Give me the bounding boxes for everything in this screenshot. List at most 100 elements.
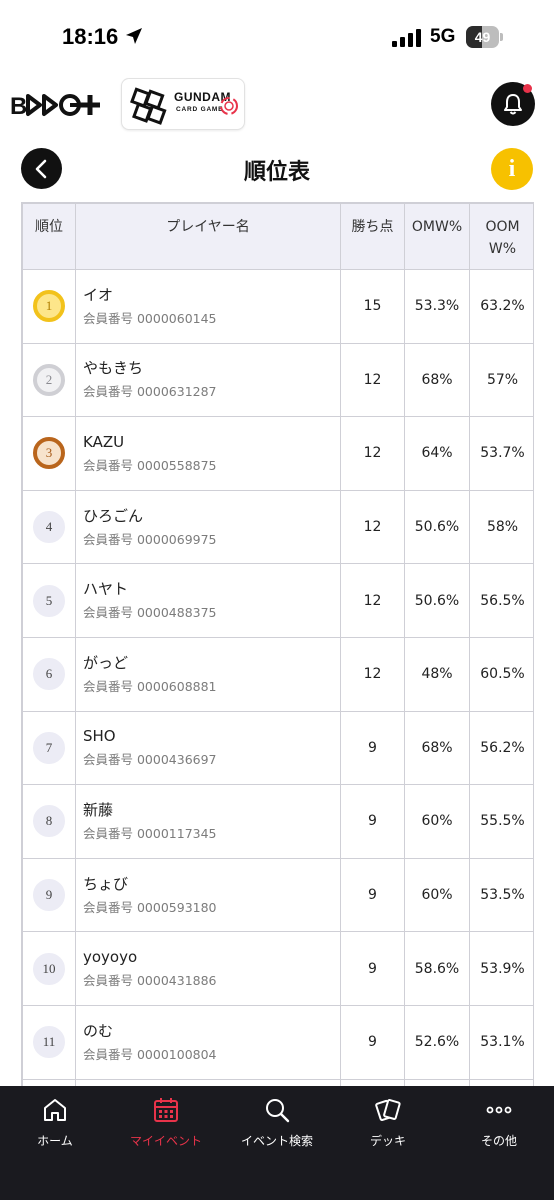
oomw-cell: 53.1% <box>469 1004 533 1080</box>
app-header: B GUNDAM CARD GAME <box>0 76 554 136</box>
info-button[interactable]: i <box>491 148 533 190</box>
oomw-cell: 56.5% <box>469 563 533 638</box>
nav-home[interactable]: ホーム <box>0 1096 110 1156</box>
gundam-emblem-icon <box>130 87 167 125</box>
player-cell: SHO 会員番号 0000436697 <box>75 710 341 786</box>
points-cell: 9 <box>340 710 405 786</box>
player-name: やもきち <box>83 359 144 378</box>
oomw-cell: 53.9% <box>469 931 533 1006</box>
table-row[interactable]: 3 KAZU 会員番号 0000558875 12 64% 53.7% <box>22 416 533 491</box>
table-row[interactable]: 6 がっど 会員番号 0000608881 12 48% 60.5% <box>22 636 533 712</box>
player-name: yoyoyo <box>83 948 138 967</box>
notification-dot <box>523 84 532 93</box>
table-row[interactable]: 5 ハヤト 会員番号 0000488375 12 50.6% 56.5% <box>22 563 533 638</box>
bell-icon <box>504 94 522 115</box>
table-row[interactable]: 10 yoyoyo 会員番号 0000431886 9 58.6% 53.9% <box>22 931 533 1006</box>
omw-cell: 53.3% <box>404 269 470 344</box>
table-row[interactable]: 2 やもきち 会員番号 0000631287 12 68% 57% <box>22 342 533 418</box>
points-cell: 12 <box>340 563 405 638</box>
table-row[interactable]: 7 SHO 会員番号 0000436697 9 68% 56.2% <box>22 710 533 786</box>
status-bar: 18:16 5G 49 <box>0 0 554 76</box>
header-omw: OMW% <box>404 203 470 270</box>
info-icon: i <box>508 156 516 182</box>
rank-badge: 1 <box>33 290 65 323</box>
signal-icon <box>392 29 421 47</box>
table-row[interactable]: 9 ちょび 会員番号 0000593180 9 60% 53.5% <box>22 857 533 933</box>
player-cell: 新藤 会員番号 0000117345 <box>75 784 341 859</box>
cards-icon <box>375 1099 401 1122</box>
nav-more[interactable]: その他 <box>444 1096 554 1156</box>
back-button[interactable] <box>21 148 62 189</box>
nav-home-label: ホーム <box>37 1134 73 1148</box>
points-cell: 9 <box>340 931 405 1006</box>
oomw-cell: 55.5% <box>469 784 533 859</box>
rank-cell: 10 <box>22 931 76 1006</box>
header-player: プレイヤー名 <box>75 203 341 270</box>
nav-event-search-label: イベント検索 <box>240 1134 313 1148</box>
rank-cell: 3 <box>22 416 76 491</box>
nav-event-search[interactable]: イベント検索 <box>222 1096 332 1156</box>
nav-deck-label: デッキ <box>369 1134 406 1148</box>
member-number: 会員番号 0000117345 <box>83 825 217 841</box>
swirl-icon <box>220 97 238 115</box>
rank-cell: 8 <box>22 784 76 859</box>
table-row[interactable]: 4 ひろごん 会員番号 0000069975 12 50.6% 58% <box>22 489 533 565</box>
rank-cell: 2 <box>22 342 76 418</box>
bottom-nav: ホーム マイイベント イベント検索 デッキ その他 <box>0 1086 554 1200</box>
rank-cell: 1 <box>22 269 76 344</box>
header-rank: 順位 <box>22 203 76 270</box>
omw-cell: 52.6% <box>404 1004 470 1080</box>
omw-cell: 58.6% <box>404 931 470 1006</box>
omw-cell: 68% <box>404 342 470 418</box>
player-cell: yoyoyo 会員番号 0000431886 <box>75 931 341 1006</box>
nav-my-events[interactable]: マイイベント <box>111 1096 221 1156</box>
oomw-cell: 60.5% <box>469 636 533 712</box>
table-row[interactable]: 8 新藤 会員番号 0000117345 9 60% 55.5% <box>22 784 533 859</box>
rank-badge: 7 <box>33 731 65 764</box>
table-row[interactable]: 1 イオ 会員番号 0000060145 15 53.3% 63.2% <box>22 269 533 344</box>
member-number: 会員番号 0000436697 <box>83 752 217 768</box>
rank-cell: 4 <box>22 489 76 565</box>
player-name: ちょび <box>83 874 129 893</box>
points-cell: 15 <box>340 269 405 344</box>
omw-cell: 60% <box>404 784 470 859</box>
battery-fill <box>466 26 483 48</box>
member-number: 会員番号 0000608881 <box>83 678 217 694</box>
player-cell: ちょび 会員番号 0000593180 <box>75 857 341 933</box>
brand-logo[interactable]: B <box>10 90 102 120</box>
page-title: 順位表 <box>243 160 310 185</box>
chevron-left-icon <box>35 159 47 179</box>
player-name: KAZU <box>83 432 125 451</box>
rank-badge: 2 <box>33 363 65 396</box>
player-name: イオ <box>83 285 114 304</box>
header-oomw: OOMW% <box>469 203 533 270</box>
rank-badge: 9 <box>33 879 65 912</box>
member-number: 会員番号 0000069975 <box>83 531 217 547</box>
rank-badge: 4 <box>33 511 65 544</box>
status-time: 18:16 <box>62 24 119 49</box>
standings-table: 順位 プレイヤー名 勝ち点 OMW% OOMW% 1 イオ 会員番号 0000060… <box>21 202 534 1086</box>
gundam-logo-subtitle: CARD GAME <box>176 106 224 113</box>
player-name: がっど <box>83 653 129 672</box>
table-header-row: 順位 プレイヤー名 勝ち点 OMW% OOMW% <box>22 203 533 270</box>
rank-cell: 6 <box>22 636 76 712</box>
more-icon <box>486 1106 512 1114</box>
notification-button[interactable] <box>491 82 535 126</box>
location-arrow-icon <box>126 28 142 44</box>
table-row[interactable]: 11 のむ 会員番号 0000100804 9 52.6% 53.1% <box>22 1004 533 1080</box>
omw-cell: 50.6% <box>404 563 470 638</box>
rank-badge: 8 <box>33 805 65 838</box>
home-icon <box>44 1099 66 1121</box>
battery-icon: 49 <box>466 26 503 48</box>
gundam-card-game-logo[interactable]: GUNDAM CARD GAME <box>121 78 245 130</box>
nav-deck[interactable]: デッキ <box>333 1096 443 1156</box>
table-row[interactable] <box>22 1078 533 1086</box>
member-number: 会員番号 0000558875 <box>83 457 217 473</box>
member-number: 会員番号 0000488375 <box>83 605 217 621</box>
svg-text:B: B <box>10 93 27 120</box>
oomw-cell: 57% <box>469 342 533 418</box>
omw-cell: 64% <box>404 416 470 491</box>
rank-cell: 7 <box>22 710 76 786</box>
rank-badge: 11 <box>33 1026 65 1059</box>
rank-badge: 6 <box>33 658 65 691</box>
